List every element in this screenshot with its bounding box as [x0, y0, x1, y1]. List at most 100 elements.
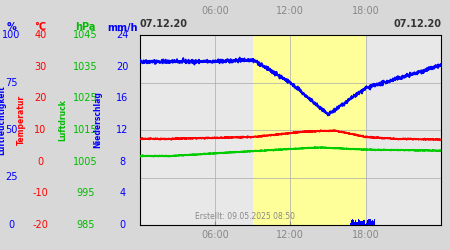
Text: 25: 25: [5, 172, 18, 182]
Bar: [354, 223, 355, 225]
Bar: [362, 222, 363, 225]
Bar: [362, 221, 363, 225]
Bar: [367, 224, 368, 225]
Bar: [365, 224, 366, 225]
Bar: [374, 221, 375, 225]
Bar: [354, 222, 355, 225]
Bar: [361, 222, 362, 225]
Text: 18:00: 18:00: [352, 6, 379, 16]
Text: hPa: hPa: [75, 22, 96, 32]
Bar: [374, 220, 375, 225]
Bar: [363, 224, 364, 225]
Bar: [359, 220, 360, 225]
Bar: [368, 221, 369, 225]
Text: -20: -20: [32, 220, 49, 230]
Bar: [368, 223, 369, 225]
Bar: [367, 221, 368, 225]
Bar: [364, 220, 365, 225]
Bar: [368, 223, 369, 225]
Text: 985: 985: [76, 220, 95, 230]
Bar: [366, 223, 367, 225]
Text: 06:00: 06:00: [201, 6, 229, 16]
Bar: [352, 221, 353, 225]
Bar: [352, 219, 353, 225]
Bar: [353, 221, 354, 225]
Bar: [357, 223, 358, 225]
Bar: [363, 224, 364, 225]
Text: -10: -10: [32, 188, 49, 198]
Bar: [360, 222, 361, 225]
Bar: [371, 224, 372, 225]
Bar: [356, 223, 357, 225]
Bar: [358, 220, 359, 225]
Bar: [363, 220, 364, 225]
Bar: [367, 220, 368, 225]
Bar: [372, 220, 373, 225]
Bar: [373, 222, 374, 225]
Text: 12:00: 12:00: [276, 6, 304, 16]
Text: 20: 20: [116, 62, 129, 72]
Bar: [370, 219, 371, 225]
Text: 20: 20: [34, 93, 47, 103]
Bar: [358, 221, 359, 225]
Text: 1005: 1005: [73, 157, 98, 167]
Bar: [365, 224, 366, 225]
Bar: [366, 220, 367, 225]
Bar: [369, 221, 370, 225]
Bar: [356, 224, 357, 225]
Text: Erstellt: 09.05.2025 08:50: Erstellt: 09.05.2025 08:50: [195, 212, 295, 221]
Text: 40: 40: [34, 30, 47, 40]
Bar: [370, 219, 371, 225]
Text: °C: °C: [35, 22, 46, 32]
Text: Temperatur: Temperatur: [17, 95, 26, 145]
Bar: [372, 219, 373, 225]
Bar: [360, 221, 361, 225]
Text: 1035: 1035: [73, 62, 98, 72]
Text: 8: 8: [119, 157, 126, 167]
Bar: [353, 220, 354, 225]
Bar: [351, 220, 352, 225]
Text: Luftdruck: Luftdruck: [58, 99, 68, 141]
Text: 1025: 1025: [73, 93, 98, 103]
Text: mm/h: mm/h: [107, 22, 138, 32]
Bar: [369, 221, 370, 225]
Text: 07.12.20: 07.12.20: [140, 19, 188, 29]
Bar: [361, 221, 362, 225]
Bar: [364, 220, 365, 225]
Text: 0: 0: [8, 220, 14, 230]
Bar: [355, 220, 356, 225]
Bar: [352, 221, 353, 225]
Text: 24: 24: [116, 30, 129, 40]
Text: 995: 995: [76, 188, 95, 198]
Bar: [362, 224, 363, 225]
Bar: [355, 222, 356, 225]
Bar: [361, 224, 362, 225]
Text: 1015: 1015: [73, 125, 98, 135]
Bar: [357, 222, 358, 225]
Text: 12: 12: [116, 125, 129, 135]
Bar: [359, 220, 360, 225]
Bar: [371, 221, 372, 225]
Bar: [355, 222, 356, 225]
Text: 50: 50: [5, 125, 18, 135]
Text: 16: 16: [116, 93, 129, 103]
Bar: [356, 222, 357, 225]
Text: 75: 75: [5, 78, 18, 88]
Text: 100: 100: [2, 30, 20, 40]
Bar: [370, 224, 371, 225]
Bar: [351, 223, 352, 225]
Text: Niederschlag: Niederschlag: [94, 92, 103, 148]
Bar: [372, 222, 373, 225]
Text: 07.12.20: 07.12.20: [393, 19, 441, 29]
Bar: [358, 220, 359, 225]
Bar: [360, 222, 361, 225]
Text: 0: 0: [37, 157, 44, 167]
Text: %: %: [6, 22, 16, 32]
Bar: [252, 35, 365, 225]
Bar: [354, 222, 355, 225]
Text: 0: 0: [119, 220, 126, 230]
Bar: [364, 221, 365, 225]
Bar: [357, 224, 358, 225]
Bar: [366, 224, 367, 225]
Text: 4: 4: [119, 188, 126, 198]
